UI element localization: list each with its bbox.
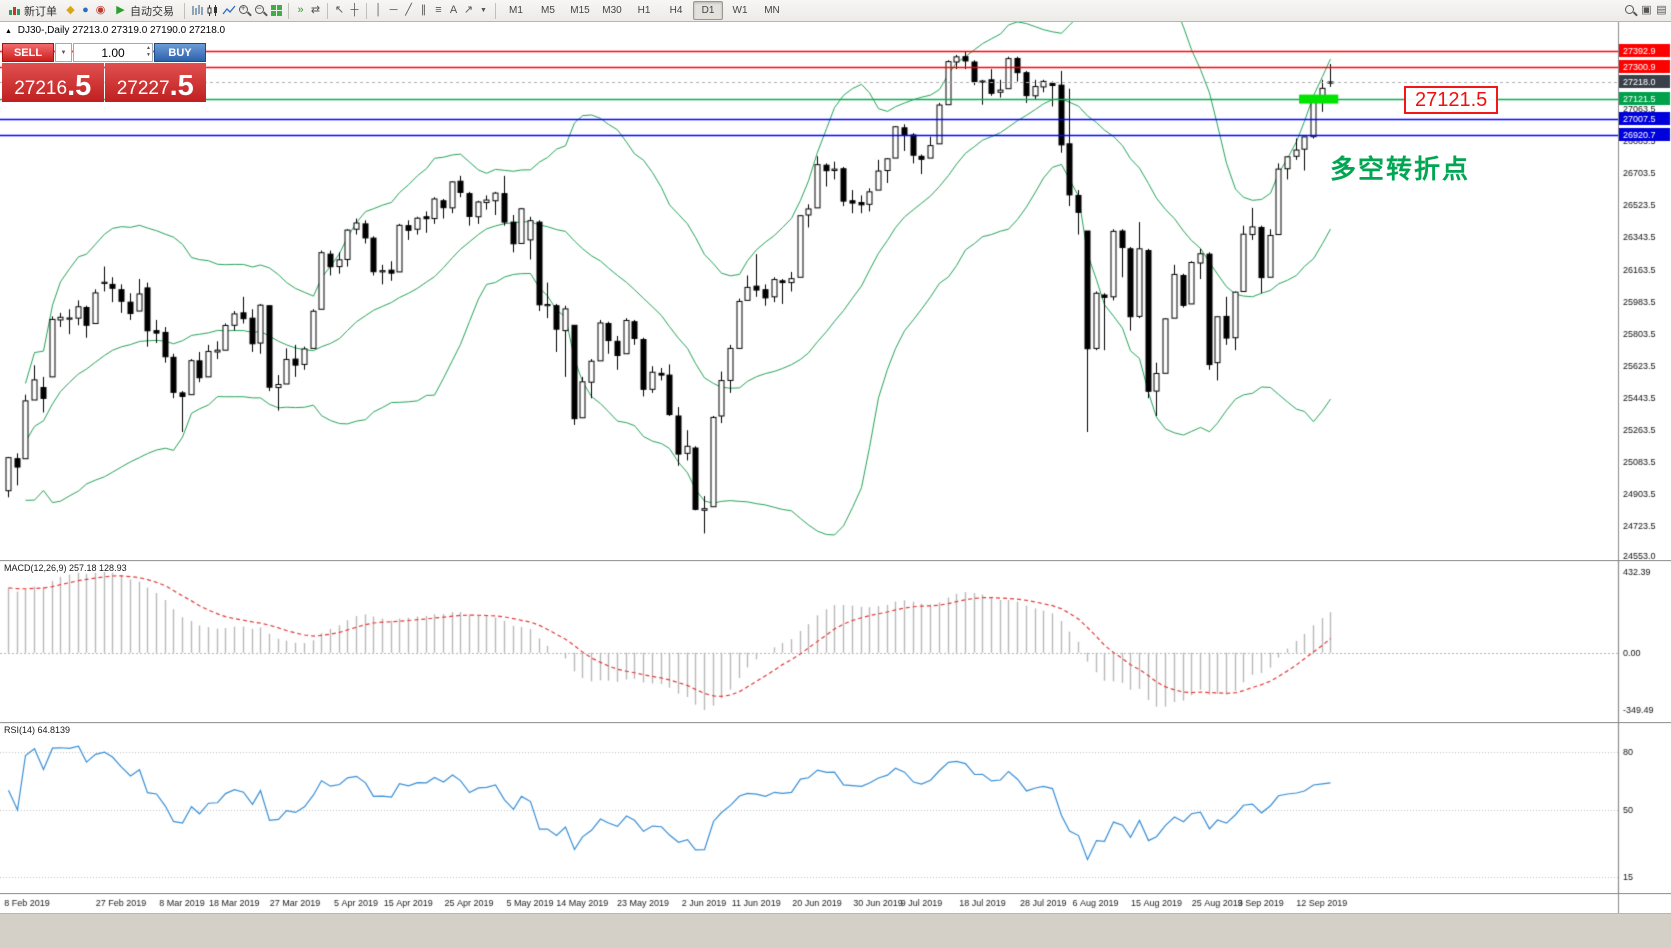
line-chart-icon[interactable]: [222, 4, 236, 17]
separator: [184, 2, 185, 19]
arrows-tool-icon[interactable]: ↗: [463, 4, 474, 16]
chart-region: ▲ DJ30-,Daily 27213.0 27319.0 27190.0 27…: [0, 22, 1671, 948]
rsi-indicator-label: RSI(14) 64.8139: [4, 725, 71, 735]
buy-price-button[interactable]: 27227 .5: [104, 63, 206, 102]
tile-windows-icon[interactable]: [270, 4, 283, 17]
sell-price-main: 27216: [14, 78, 68, 99]
timeframe-w1[interactable]: W1: [732, 5, 748, 16]
cursor-icon[interactable]: ↖: [334, 4, 345, 16]
timeframe-d1[interactable]: D1: [693, 1, 723, 20]
sell-price-pips: .5: [67, 70, 92, 102]
timeframe-mn[interactable]: MN: [764, 5, 780, 16]
zoom-out-icon[interactable]: −: [254, 2, 268, 18]
dropdown-arrow-icon: ▼: [60, 49, 67, 56]
plus-sign: +: [240, 2, 246, 13]
metaquotes-icon[interactable]: ◉: [95, 4, 106, 16]
zoom-in-icon[interactable]: +: [238, 2, 252, 18]
volume-value: 1.00: [101, 45, 125, 60]
shapes-dropdown-icon[interactable]: ▼: [480, 7, 487, 14]
auto-trading-label: 自动交易: [130, 5, 174, 18]
stepper-down-icon: ▼: [146, 52, 151, 58]
date-axis-canvas[interactable]: [0, 893, 1671, 913]
macd-panel-canvas[interactable]: [0, 560, 1671, 722]
horizontal-line-tool-icon[interactable]: ─: [389, 4, 398, 16]
sell-button[interactable]: SELL: [2, 43, 54, 62]
new-order-button[interactable]: 新订单: [3, 0, 62, 21]
one-click-trading-panel: SELL ▼ 1.00 ▲ ▼ BUY 27216 .5 27227: [2, 43, 206, 102]
windows-icon[interactable]: ▣: [1641, 4, 1652, 16]
macd-indicator-label: MACD(12,26,9) 257.18 128.93: [4, 563, 127, 573]
chart-icon: ▲: [5, 28, 12, 35]
text-tool-icon[interactable]: A: [449, 4, 458, 16]
crosshair-icon[interactable]: ┼: [350, 4, 359, 16]
sell-price-button[interactable]: 27216 .5: [2, 63, 104, 102]
price-level-tag[interactable]: 27121.5: [1404, 86, 1499, 114]
auto-trading-button[interactable]: ▶ 自动交易: [109, 0, 179, 21]
chart-symbol-title: ▲ DJ30-,Daily 27213.0 27319.0 27190.0 27…: [5, 25, 225, 36]
minus-sign: −: [256, 2, 262, 13]
timeframe-h4[interactable]: H4: [669, 5, 683, 16]
play-icon: ▶: [116, 4, 125, 16]
trendline-tool-icon[interactable]: ╱: [405, 4, 412, 16]
bar-chart-icon[interactable]: [190, 4, 204, 17]
timeframe-m5[interactable]: M5: [541, 5, 555, 16]
new-order-label: 新订单: [24, 5, 57, 18]
chart-shift-icon[interactable]: ⇄: [310, 4, 321, 16]
fibonacci-tool-icon[interactable]: ≡: [435, 4, 442, 16]
separator: [327, 2, 328, 19]
deposit-icon[interactable]: ◆: [66, 4, 75, 16]
auto-scroll-icon[interactable]: »: [297, 4, 304, 16]
layout-icon[interactable]: ▤: [1656, 4, 1667, 16]
new-order-icon: [8, 5, 21, 17]
candlestick-chart-icon[interactable]: [206, 4, 220, 17]
volume-input[interactable]: 1.00 ▲ ▼: [73, 43, 153, 62]
turning-point-annotation[interactable]: 多空转折点: [1330, 154, 1471, 184]
buy-button[interactable]: BUY: [154, 43, 206, 62]
community-icon[interactable]: ●: [82, 4, 89, 16]
separator: [288, 2, 289, 19]
symbol-name: DJ30-,Daily: [17, 25, 70, 36]
buy-price-pips: .5: [169, 70, 194, 102]
timeframe-m30[interactable]: M30: [602, 5, 622, 16]
vertical-line-tool-icon[interactable]: │: [375, 4, 382, 16]
toolbar: 新订单 ◆ ● ◉ ▶ 自动交易 + − » ⇄ ↖ ┼ │ ─ ╱ ∥ ≡ A…: [0, 0, 1671, 22]
rsi-panel-canvas[interactable]: [0, 722, 1671, 893]
separator: [495, 2, 496, 19]
timeframe-m1[interactable]: M1: [509, 5, 523, 16]
volume-stepper[interactable]: ▲ ▼: [146, 45, 151, 59]
timeframe-m15[interactable]: M15: [570, 5, 590, 16]
channel-tool-icon[interactable]: ∥: [420, 4, 427, 16]
buy-price-main: 27227: [116, 78, 170, 99]
stepper-up-icon: ▲: [146, 45, 151, 51]
main-chart-canvas[interactable]: [0, 22, 1671, 560]
order-options-dropdown[interactable]: ▼: [55, 43, 72, 62]
separator: [366, 2, 367, 19]
timeframe-h1[interactable]: H1: [637, 5, 651, 16]
symbol-ohlc: 27213.0 27319.0 27190.0 27218.0: [72, 25, 226, 36]
search-icon[interactable]: [1624, 4, 1638, 18]
window-footer: [0, 913, 1671, 948]
